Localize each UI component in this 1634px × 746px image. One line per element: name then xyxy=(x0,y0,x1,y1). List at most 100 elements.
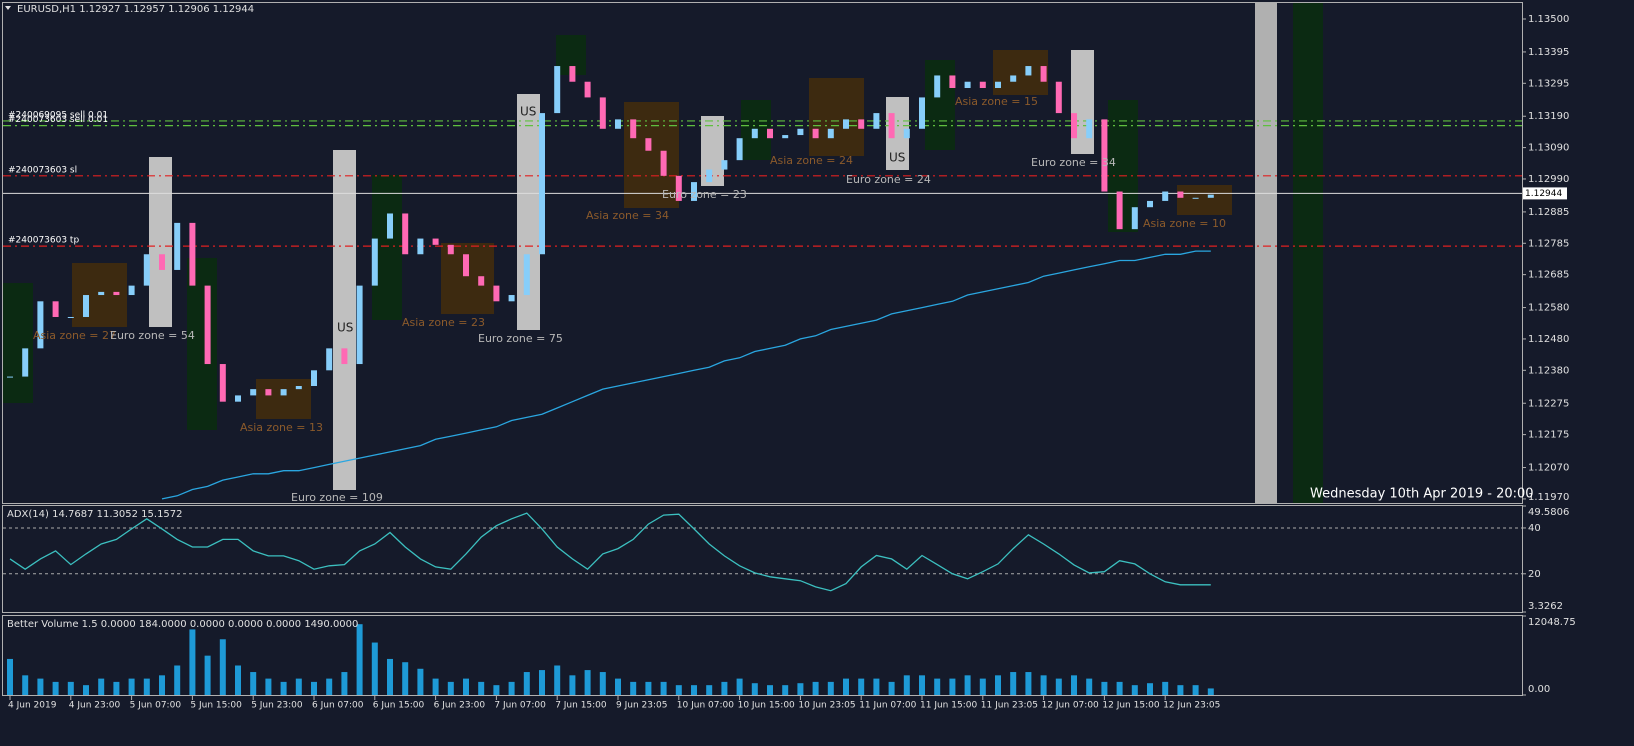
zone-label: Asia zone = 13 xyxy=(240,421,323,434)
axis-label: 3.3262 xyxy=(1528,601,1563,612)
axis-label: 1.13295 xyxy=(1528,78,1569,89)
volume-bar xyxy=(402,662,409,695)
zone-label: Asia zone = 24 xyxy=(770,154,853,167)
candle xyxy=(295,385,302,390)
zone-label: Euro zone = 24 xyxy=(846,173,931,186)
zone-label: Asia zone = 27 xyxy=(33,329,116,342)
volume-bar xyxy=(143,678,150,695)
volume-bar xyxy=(584,670,591,695)
candle xyxy=(22,348,29,377)
volume-bar xyxy=(569,675,576,695)
time-label: 4 Jun 23:00 xyxy=(69,701,121,711)
time-label: 11 Jun 07:00 xyxy=(859,701,916,711)
time-label: 12 Jun 23:05 xyxy=(1163,701,1220,711)
zone-label: US xyxy=(889,151,905,165)
candle xyxy=(523,254,530,296)
candle xyxy=(387,213,393,239)
volume-bar xyxy=(1131,685,1138,695)
candle xyxy=(280,389,287,396)
volume-bar xyxy=(174,665,181,695)
volume-bar xyxy=(67,681,74,695)
volume-bar xyxy=(1010,672,1017,695)
zone-label: Asia zone = 15 xyxy=(955,95,1038,108)
volume-bar xyxy=(1101,681,1108,695)
session-boxes xyxy=(3,3,1323,503)
candle xyxy=(934,75,941,98)
candle xyxy=(888,113,895,139)
axis-label: 1.13500 xyxy=(1528,14,1569,25)
candle xyxy=(113,291,120,296)
volume-bar xyxy=(219,639,226,695)
candle xyxy=(204,285,211,365)
time-label: 10 Jun 07:00 xyxy=(677,701,734,711)
zone-label: Euro zone = 54 xyxy=(110,329,195,342)
volume-bar xyxy=(1147,683,1153,695)
volume-bar xyxy=(751,683,758,695)
candle xyxy=(903,128,910,139)
time-label: 7 Jun 07:00 xyxy=(494,701,546,711)
volume-bar xyxy=(371,642,378,695)
axis-label: 0.00 xyxy=(1528,684,1550,695)
time-label: 5 Jun 15:00 xyxy=(190,701,242,711)
candle xyxy=(432,238,439,245)
zone-label: US xyxy=(337,321,353,335)
axis-label: 1.12175 xyxy=(1528,430,1569,441)
candle xyxy=(1071,113,1077,139)
volume-bar xyxy=(447,681,454,695)
axis-label: 1.13190 xyxy=(1528,111,1569,122)
volume-bar xyxy=(1086,678,1093,695)
candle xyxy=(341,348,348,365)
candle xyxy=(949,75,956,89)
volume-bar xyxy=(1040,675,1047,695)
candle xyxy=(356,285,363,365)
candle xyxy=(1131,207,1138,230)
marks: 1.13500 1.13395 1.13295 1.13190 1.13090 1.129… xyxy=(3,14,1576,711)
volume-bar xyxy=(52,681,59,695)
candle xyxy=(873,113,880,129)
volume-bar xyxy=(189,629,196,695)
volume-bar xyxy=(675,685,682,695)
volume-bar xyxy=(478,681,485,695)
candle xyxy=(1116,191,1123,230)
volume-bar xyxy=(615,678,621,695)
volume-bar xyxy=(843,678,849,695)
volume-bar xyxy=(523,672,530,695)
volume-bar xyxy=(356,624,363,695)
volume-bar xyxy=(417,668,424,695)
candle xyxy=(964,81,971,89)
volume-bar xyxy=(1116,681,1123,695)
candle xyxy=(478,276,485,286)
candle xyxy=(1086,119,1093,139)
candle xyxy=(67,316,74,318)
zone-label: Asia zone = 10 xyxy=(1143,217,1226,230)
time-label: 12 Jun 15:00 xyxy=(1102,701,1159,711)
volume-bar xyxy=(554,665,561,695)
order-label: #240073603 tp xyxy=(8,236,79,246)
candle xyxy=(508,295,515,302)
time-label: 7 Jun 15:00 xyxy=(555,701,607,711)
candle xyxy=(584,81,591,98)
candle xyxy=(143,254,150,286)
time-label: 11 Jun 15:00 xyxy=(920,701,977,711)
volume-bar xyxy=(204,655,211,695)
candle xyxy=(402,213,409,255)
moving-average xyxy=(161,250,1211,500)
candle xyxy=(1177,191,1184,198)
candle xyxy=(645,138,652,151)
zone-label: Euro zone = 34 xyxy=(1031,156,1116,169)
candle xyxy=(782,135,789,139)
time-label: 6 Jun 07:00 xyxy=(312,701,364,711)
menu-arrow[interactable] xyxy=(5,6,11,10)
candle xyxy=(1192,197,1199,199)
candle xyxy=(615,119,621,129)
axis-label: 1.12580 xyxy=(1528,303,1569,314)
candle xyxy=(52,301,59,317)
volume-bar xyxy=(295,678,302,695)
axis-label: 1.12990 xyxy=(1528,174,1569,185)
candle xyxy=(843,119,849,129)
candle xyxy=(174,222,181,270)
volume-bar xyxy=(858,678,865,695)
volume-bar xyxy=(873,678,880,695)
volume-bar xyxy=(888,681,895,695)
